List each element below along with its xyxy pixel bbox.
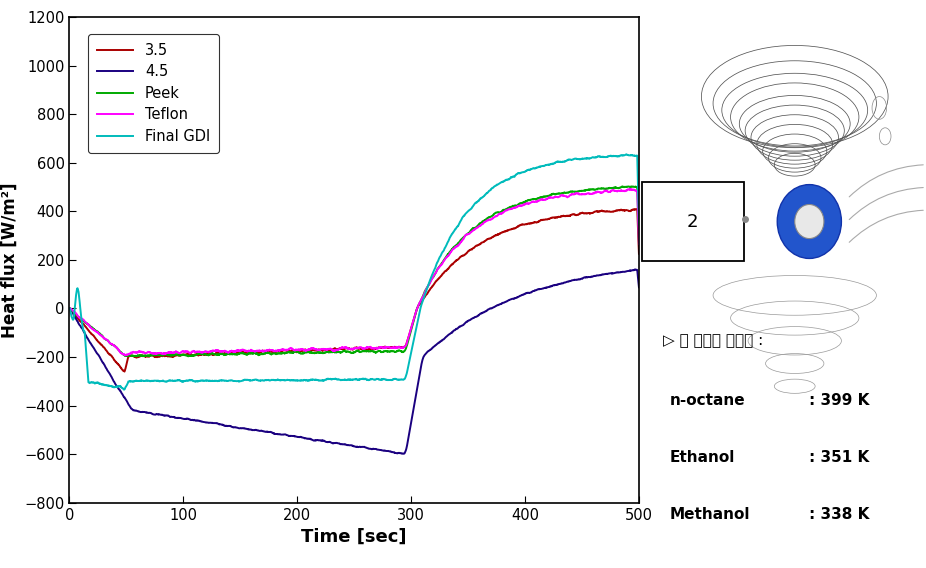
4.5 xyxy=(307,436,318,443)
Ellipse shape xyxy=(795,204,824,239)
Teflon xyxy=(633,241,644,248)
Final GDI xyxy=(129,378,140,385)
4.5 xyxy=(282,432,294,438)
Line: Teflon: Teflon xyxy=(69,189,639,356)
Text: 2: 2 xyxy=(687,212,698,231)
4.5 xyxy=(163,412,174,419)
3.5 xyxy=(129,353,140,360)
Teflon xyxy=(622,186,633,193)
Final GDI xyxy=(163,377,174,384)
4.5 xyxy=(622,268,633,274)
3.5 xyxy=(64,305,75,312)
3.5 xyxy=(119,368,130,375)
Y-axis label: Heat flux [W/m²]: Heat flux [W/m²] xyxy=(1,182,19,337)
Final GDI xyxy=(620,151,632,158)
Text: n-octane: n-octane xyxy=(669,393,745,408)
Peek xyxy=(282,349,294,356)
4.5 xyxy=(129,407,140,414)
Text: Methanol: Methanol xyxy=(669,507,750,521)
Final GDI xyxy=(119,386,130,393)
Peek xyxy=(307,349,319,356)
4.5 xyxy=(398,450,409,457)
Final GDI xyxy=(307,376,319,383)
Final GDI xyxy=(64,305,75,312)
Line: Peek: Peek xyxy=(69,186,639,356)
Text: : 399 K: : 399 K xyxy=(809,393,870,408)
Final GDI xyxy=(561,157,572,164)
Final GDI xyxy=(282,377,294,383)
Peek xyxy=(628,183,639,190)
3.5 xyxy=(622,207,633,214)
FancyBboxPatch shape xyxy=(642,182,744,261)
Legend: 3.5, 4.5, Peek, Teflon, Final GDI: 3.5, 4.5, Peek, Teflon, Final GDI xyxy=(88,34,219,153)
Teflon xyxy=(64,305,75,312)
4.5 xyxy=(64,305,75,312)
Text: ▷ 각 연료의 끓는점 :: ▷ 각 연료의 끓는점 : xyxy=(664,333,764,348)
Teflon xyxy=(129,349,140,356)
Final GDI xyxy=(622,152,633,158)
X-axis label: Time [sec]: Time [sec] xyxy=(302,528,407,546)
Peek xyxy=(633,238,644,245)
3.5 xyxy=(633,250,644,257)
Teflon xyxy=(163,349,174,356)
Peek xyxy=(622,183,633,190)
Text: : 351 K: : 351 K xyxy=(809,450,870,465)
3.5 xyxy=(282,347,294,354)
4.5 xyxy=(629,266,640,273)
3.5 xyxy=(163,353,174,360)
4.5 xyxy=(633,284,644,291)
Teflon xyxy=(119,352,131,359)
Peek xyxy=(182,353,194,360)
Teflon xyxy=(307,345,319,352)
Text: Ethanol: Ethanol xyxy=(669,450,734,465)
3.5 xyxy=(632,206,643,212)
Teflon xyxy=(561,193,572,200)
Teflon xyxy=(282,346,294,353)
Peek xyxy=(561,190,572,197)
3.5 xyxy=(561,212,572,219)
Teflon xyxy=(625,186,636,193)
Peek xyxy=(163,352,174,359)
Peek xyxy=(129,353,140,360)
Text: : 338 K: : 338 K xyxy=(809,507,870,521)
Peek xyxy=(64,305,75,312)
3.5 xyxy=(307,346,319,353)
Final GDI xyxy=(633,221,644,228)
Ellipse shape xyxy=(777,185,842,258)
Line: 3.5: 3.5 xyxy=(69,209,639,371)
Line: Final GDI: Final GDI xyxy=(69,154,639,390)
4.5 xyxy=(561,278,572,285)
Line: 4.5: 4.5 xyxy=(69,269,639,454)
